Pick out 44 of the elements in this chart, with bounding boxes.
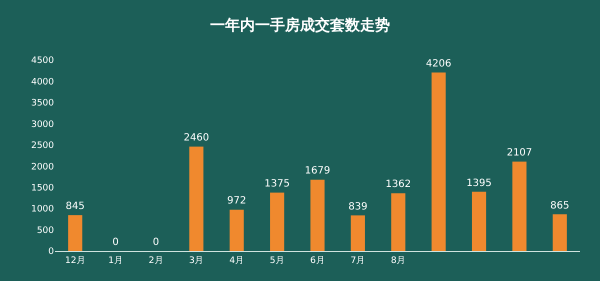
data-label: 1375	[264, 178, 290, 190]
data-label: 1395	[466, 178, 492, 189]
y-tick-label: 1500	[31, 183, 54, 194]
data-label: 4206	[426, 58, 452, 70]
bar	[68, 215, 82, 251]
y-tick-label: 500	[36, 226, 54, 236]
bar	[230, 210, 244, 251]
data-label: 839	[348, 201, 368, 212]
bar	[189, 146, 204, 251]
bar	[552, 214, 567, 251]
x-tick-label: 1月	[108, 256, 123, 266]
x-tick-label: 5月	[270, 256, 284, 266]
x-tick-label: 6月	[310, 256, 325, 266]
data-label: 865	[550, 200, 570, 212]
bar	[472, 192, 486, 251]
x-tick-label: 8月	[390, 256, 406, 266]
bar	[310, 180, 325, 251]
data-label: 845	[66, 201, 85, 212]
y-tick-label: 3500	[31, 98, 54, 109]
x-tick-label: 4月	[229, 256, 244, 266]
chart-title: 一年内一手房成交套数走势	[210, 16, 390, 34]
y-tick-label: 4500	[31, 56, 54, 66]
x-tick-label: 2月	[148, 256, 164, 266]
y-tick-label: 2500	[31, 141, 54, 152]
data-label: 2107	[506, 148, 532, 159]
bar	[270, 192, 284, 251]
data-label: 0	[112, 237, 119, 248]
y-tick-label: 1000	[31, 204, 54, 215]
y-tick-label: 0	[48, 247, 54, 258]
data-label: 1679	[304, 166, 330, 177]
data-label: 2460	[184, 132, 210, 144]
y-tick-label: 2000	[31, 162, 54, 172]
x-tick-label: 7月	[350, 256, 366, 266]
data-label: 1362	[386, 179, 411, 190]
data-label: 0	[152, 237, 160, 248]
data-label: 972	[227, 196, 246, 207]
bar	[391, 193, 406, 251]
y-tick-label: 3000	[31, 120, 54, 130]
bar	[512, 162, 526, 251]
y-tick-label: 4000	[31, 77, 54, 88]
x-tick-label: 3月	[188, 256, 204, 266]
bar	[350, 215, 365, 251]
bar	[432, 72, 446, 251]
x-tick-label: 12月	[64, 256, 86, 266]
